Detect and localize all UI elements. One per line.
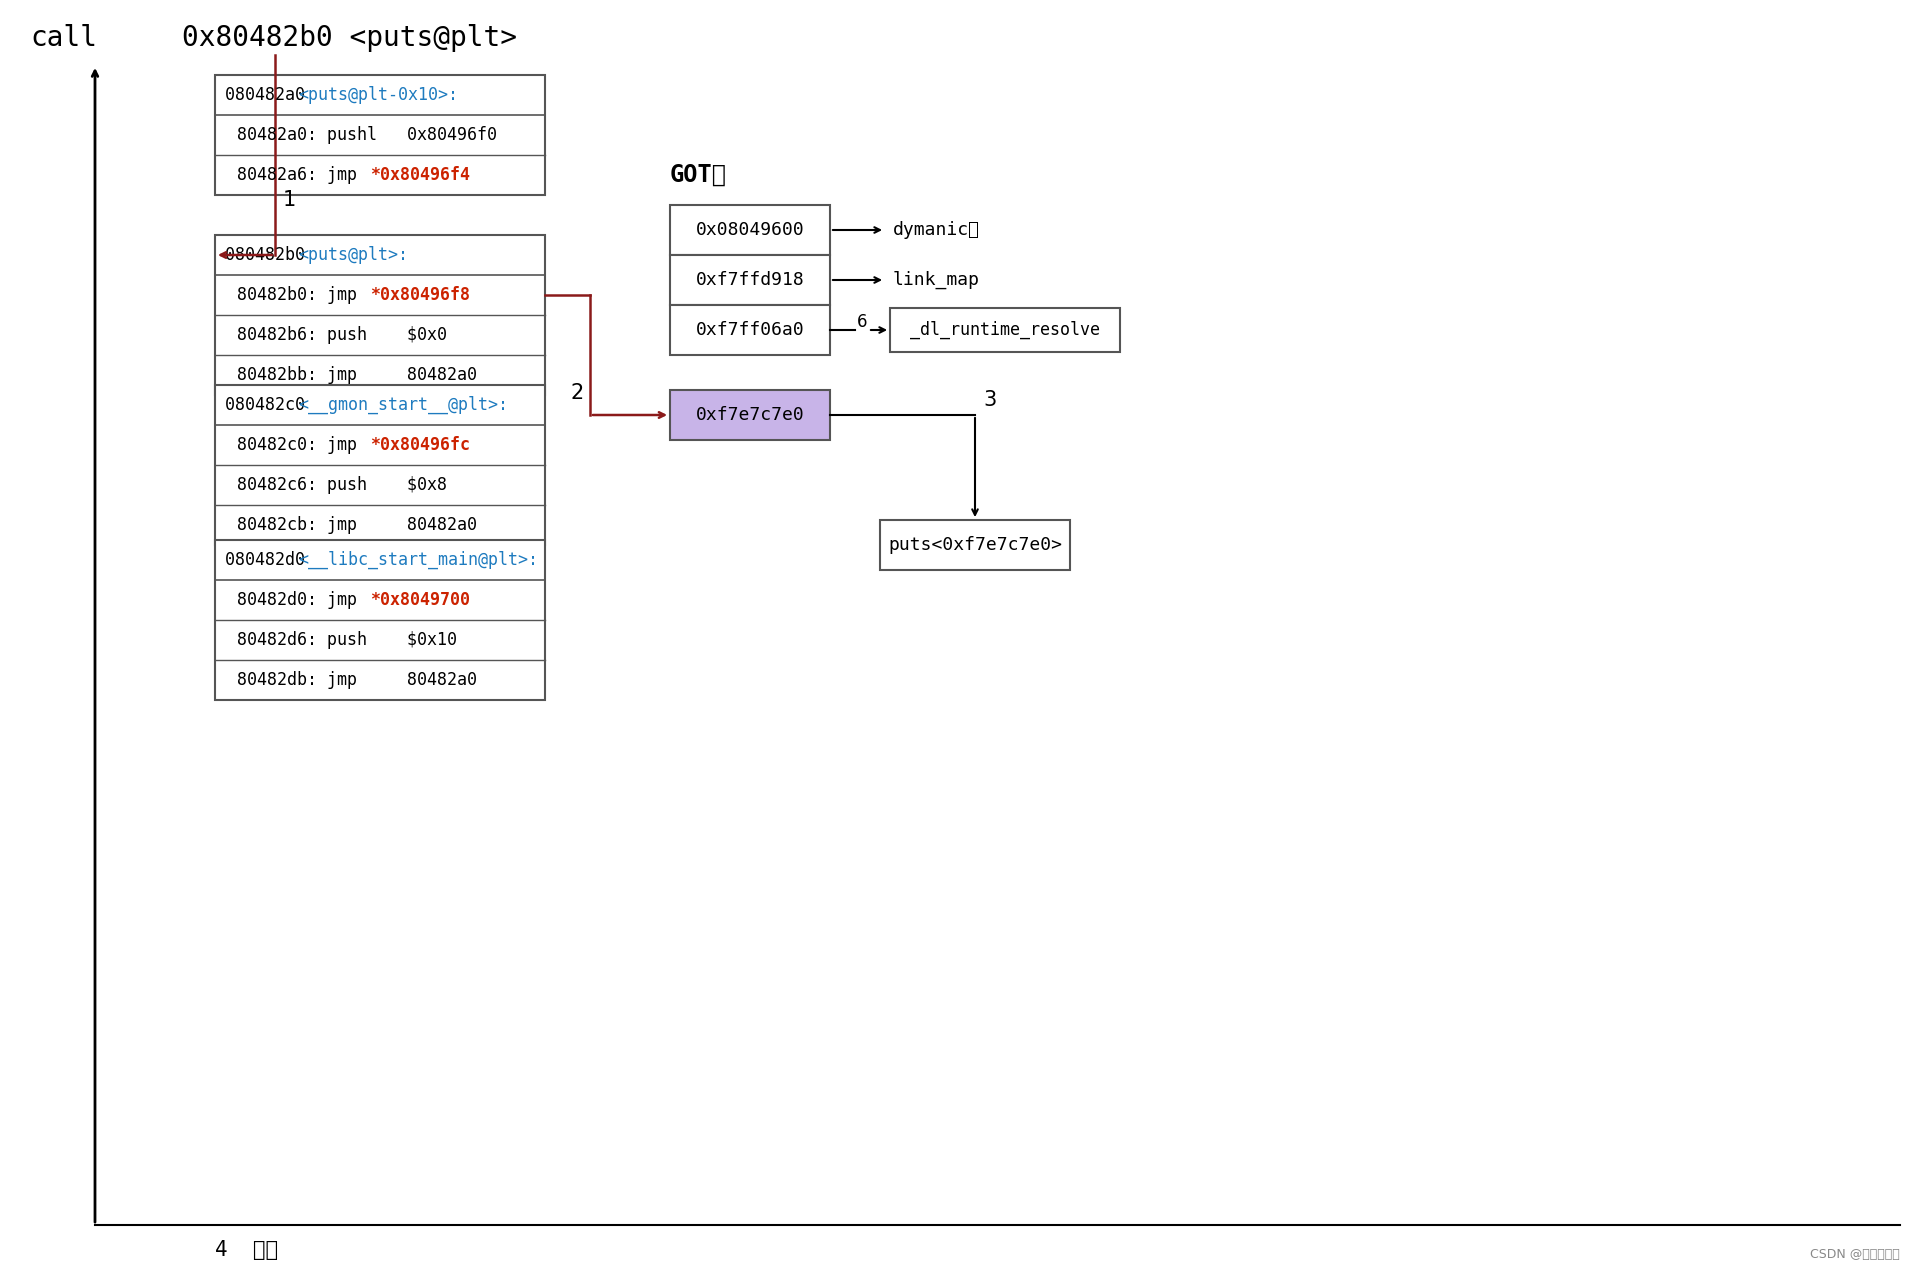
Text: 80482c0: jmp: 80482c0: jmp <box>237 436 407 454</box>
Bar <box>670 391 830 440</box>
Text: *0x80496fc: *0x80496fc <box>371 436 471 454</box>
Text: 080482a0: 080482a0 <box>226 86 315 104</box>
Bar <box>214 385 544 545</box>
Bar <box>214 540 544 700</box>
Text: 80482a6: jmp: 80482a6: jmp <box>237 166 407 184</box>
Text: *0x80496f4: *0x80496f4 <box>371 166 471 184</box>
Text: CSDN @编码练习生: CSDN @编码练习生 <box>1810 1249 1899 1262</box>
Text: call: call <box>31 24 96 52</box>
Text: <__gmon_start__@plt>:: <__gmon_start__@plt>: <box>297 396 508 415</box>
Text: 0x08049600: 0x08049600 <box>695 221 805 238</box>
Bar <box>214 75 544 195</box>
Text: <__libc_start_main@plt>:: <__libc_start_main@plt>: <box>297 550 538 569</box>
Text: *0x8049700: *0x8049700 <box>371 591 471 609</box>
Text: 80482d0: jmp: 80482d0: jmp <box>237 591 407 609</box>
Text: _dl_runtime_resolve: _dl_runtime_resolve <box>911 321 1100 339</box>
Text: <puts@plt-0x10>:: <puts@plt-0x10>: <box>297 86 457 104</box>
Text: 80482cb: jmp     80482a0: 80482cb: jmp 80482a0 <box>237 516 477 534</box>
Text: link_map: link_map <box>894 271 980 289</box>
Text: 080482b0: 080482b0 <box>226 246 315 264</box>
Text: 6: 6 <box>857 313 867 331</box>
Bar <box>670 255 830 306</box>
Text: <puts@plt>:: <puts@plt>: <box>297 246 407 264</box>
Text: 080482d0: 080482d0 <box>226 552 315 569</box>
Text: 0xf7ff06a0: 0xf7ff06a0 <box>695 321 805 339</box>
Text: *0x80496f8: *0x80496f8 <box>371 287 471 304</box>
Bar <box>670 306 830 355</box>
Text: dymanic段: dymanic段 <box>894 221 980 238</box>
Text: 080482c0: 080482c0 <box>226 396 315 413</box>
Text: GOT表: GOT表 <box>670 164 728 186</box>
Text: 80482c6: push    $0x8: 80482c6: push $0x8 <box>237 476 448 495</box>
Bar <box>214 235 544 396</box>
Text: 4  返回: 4 返回 <box>214 1240 278 1260</box>
Bar <box>880 520 1069 571</box>
Text: 0xf7e7c7e0: 0xf7e7c7e0 <box>695 406 805 424</box>
Bar <box>670 205 830 255</box>
Text: 0xf7ffd918: 0xf7ffd918 <box>695 271 805 289</box>
Text: puts<0xf7e7c7e0>: puts<0xf7e7c7e0> <box>888 536 1062 554</box>
Text: 3: 3 <box>982 391 996 410</box>
Text: 0x80482b0 <puts@plt>: 0x80482b0 <puts@plt> <box>116 24 517 52</box>
Text: 80482db: jmp     80482a0: 80482db: jmp 80482a0 <box>237 671 477 689</box>
Text: 2: 2 <box>569 383 583 403</box>
Text: 80482d6: push    $0x10: 80482d6: push $0x10 <box>237 631 457 649</box>
Text: 80482b0: jmp: 80482b0: jmp <box>237 287 407 304</box>
Text: 80482b6: push    $0x0: 80482b6: push $0x0 <box>237 326 448 344</box>
Text: 80482bb: jmp     80482a0: 80482bb: jmp 80482a0 <box>237 366 477 384</box>
Text: 1: 1 <box>284 190 295 210</box>
Bar <box>890 308 1119 353</box>
Text: 80482a0: pushl   0x80496f0: 80482a0: pushl 0x80496f0 <box>237 126 498 145</box>
